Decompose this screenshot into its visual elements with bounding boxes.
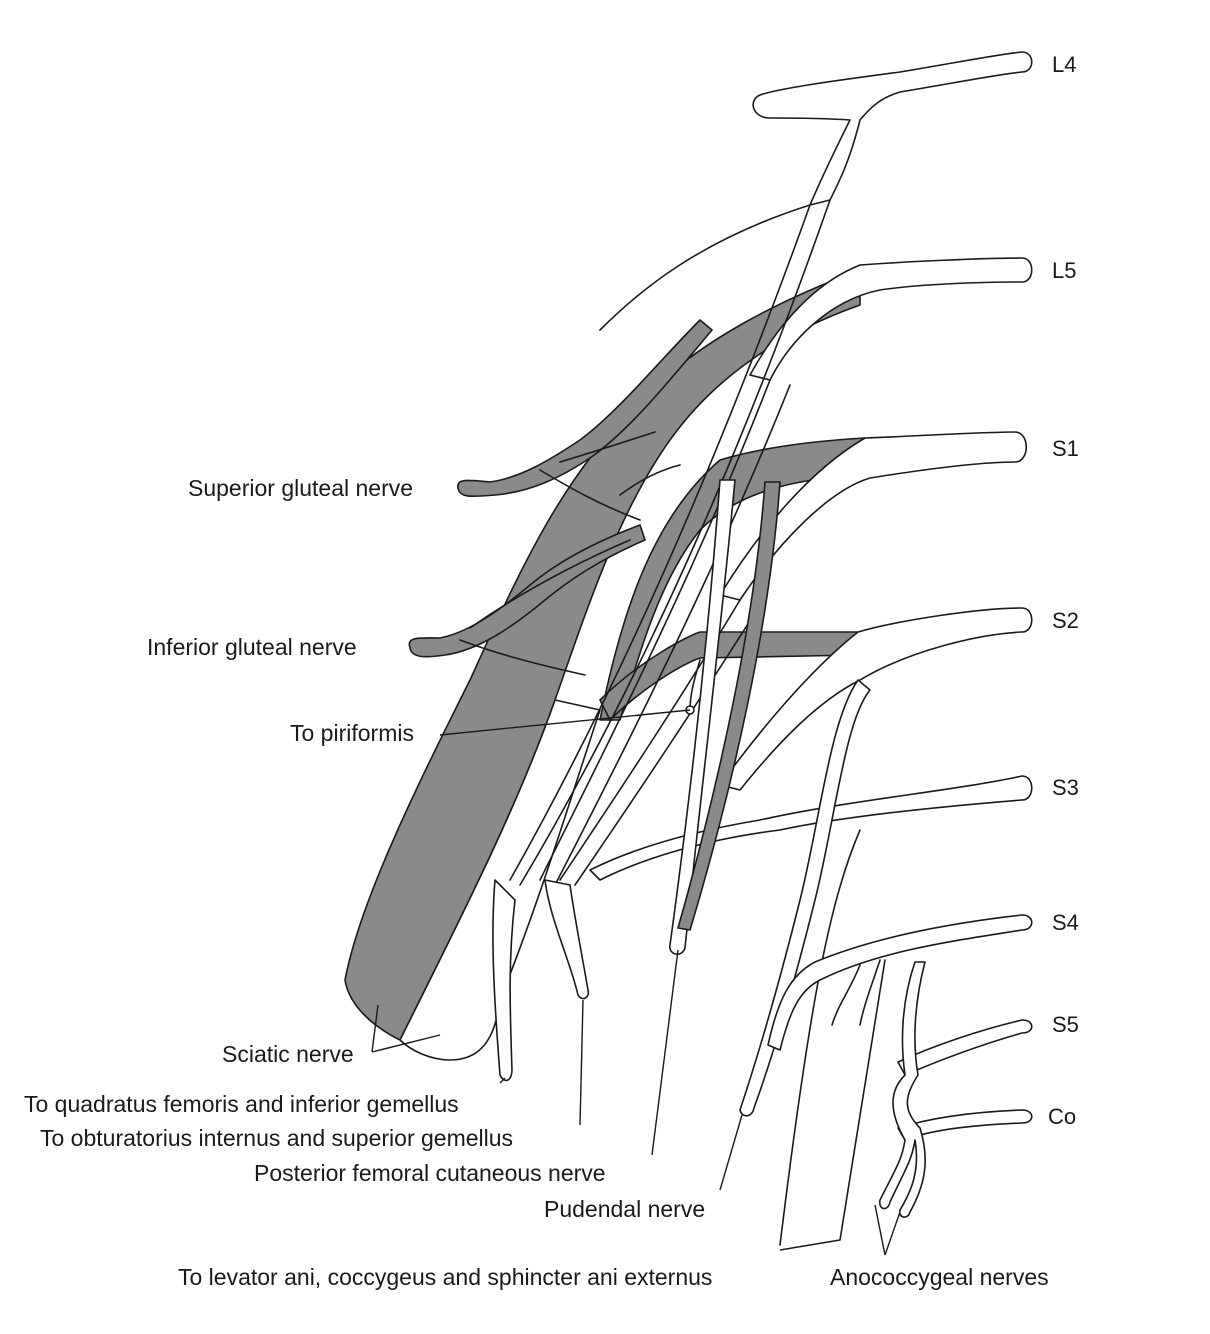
quadratus-branch [492, 879, 516, 1082]
co-root [897, 1109, 1033, 1141]
inferior-gluteal-branches [408, 524, 646, 676]
s3-root [589, 775, 1033, 881]
piriformis-branch [689, 659, 701, 711]
label-superior-gluteal: Superior gluteal nerve [188, 475, 414, 501]
s5-root [897, 1019, 1033, 1076]
label-sciatic: Sciatic nerve [222, 1041, 354, 1067]
sciatic-nerve-trunk [344, 269, 861, 1061]
ventral-fibres [509, 199, 831, 886]
s2-root [719, 607, 1033, 791]
pudendal-branch [739, 679, 871, 1117]
root-label-s4: S4 [1052, 910, 1079, 935]
root-label-s1: S1 [1052, 436, 1079, 461]
root-label-co: Co [1048, 1104, 1077, 1129]
levator-branch-b [839, 959, 886, 1241]
root-label-l5: L5 [1052, 258, 1077, 283]
obturatorius-leader [579, 999, 584, 1126]
label-inferior-gluteal: Inferior gluteal nerve [147, 634, 357, 660]
levator-leader [779, 1239, 841, 1251]
superior-gluteal-branches [457, 204, 811, 521]
pfcn-leader [651, 949, 679, 1156]
obturatorius-branch [544, 879, 590, 1000]
piriformis-leader [439, 709, 691, 736]
s1-root [719, 431, 1028, 601]
s4-branch-a [831, 964, 861, 1026]
l4-root [752, 51, 1033, 206]
pudendal-leader [719, 1114, 743, 1191]
label-anococcygeal: Anococcygeal nerves [830, 1264, 1049, 1290]
root-label-s5: S5 [1052, 1012, 1079, 1037]
l5-root [749, 257, 1033, 381]
s4-branch-b [859, 959, 881, 1026]
anococcygeal-leader [874, 1204, 901, 1256]
coccygeal-trunk [878, 961, 926, 1218]
label-piriformis: To piriformis [290, 720, 414, 746]
quadratus-leader [499, 1077, 506, 1084]
root-label-l4: L4 [1052, 52, 1077, 77]
pfcn-gray [677, 481, 781, 931]
root-label-s3: S3 [1052, 775, 1079, 800]
levator-branch [779, 829, 861, 1246]
label-pudendal: Pudendal nerve [544, 1196, 706, 1222]
label-posterior-femoral-cutaneous: Posterior femoral cutaneous nerve [254, 1160, 606, 1186]
s4-root [767, 914, 1033, 1051]
label-obturatorius: To obturatorius internus and superior ge… [40, 1125, 514, 1151]
sciatic-leader [371, 1004, 441, 1053]
label-levator: To levator ani, coccygeus and sphincter … [178, 1264, 713, 1290]
root-label-s2: S2 [1052, 608, 1079, 633]
label-quadratus: To quadratus femoris and inferior gemell… [24, 1091, 459, 1117]
